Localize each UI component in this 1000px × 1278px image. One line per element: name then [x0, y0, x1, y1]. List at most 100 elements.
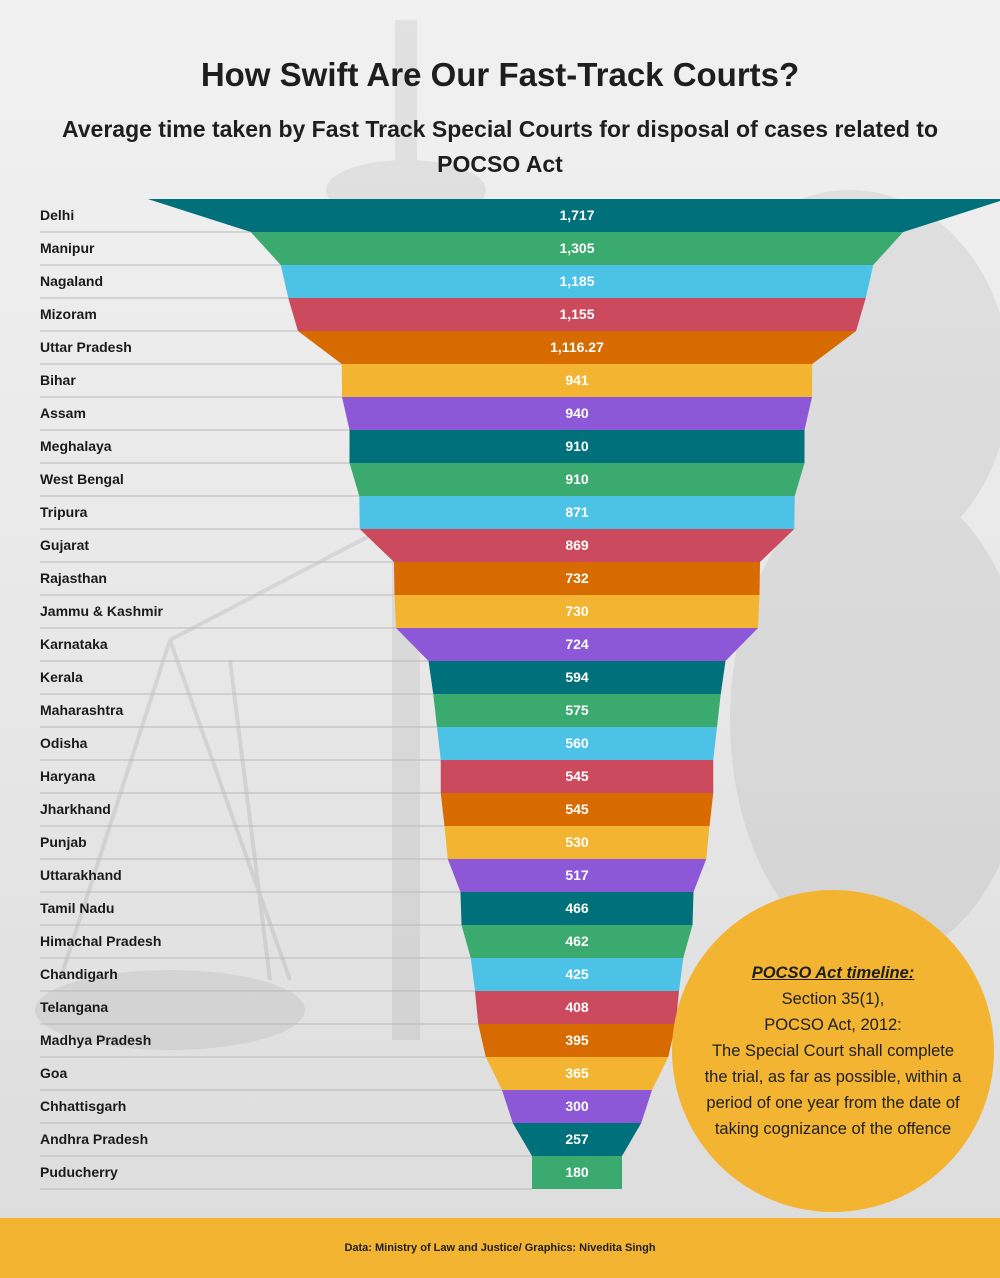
funnel-bar-10 [359, 496, 795, 529]
funnel-bar-15 [428, 661, 726, 694]
value-label: 730 [565, 603, 589, 619]
state-label: Bihar [40, 372, 76, 388]
state-label: Haryana [40, 768, 95, 784]
state-label: Rajasthan [40, 570, 107, 586]
state-label: Gujarat [40, 537, 89, 553]
state-label: Uttarakhand [40, 867, 122, 883]
funnel-bar-26 [478, 1024, 676, 1057]
funnel-bar-6 [341, 364, 813, 397]
state-label: Telangana [40, 999, 108, 1015]
state-label: Odisha [40, 735, 88, 751]
source-credit: Data: Ministry of Law and Justice/ Graph… [344, 1242, 656, 1254]
state-label: Himachal Pradesh [40, 933, 161, 949]
funnel-bar-2 [250, 232, 904, 265]
funnel-bar-12 [394, 562, 760, 595]
value-label: 365 [565, 1065, 589, 1081]
value-label: 180 [565, 1164, 589, 1180]
state-label: Maharashtra [40, 702, 123, 718]
state-label: Delhi [40, 207, 74, 223]
value-label: 530 [565, 834, 589, 850]
footer-bar: Data: Ministry of Law and Justice/ Graph… [0, 1218, 1000, 1278]
state-label: Puducherry [40, 1164, 118, 1180]
funnel-bar-21 [447, 859, 707, 892]
value-label: 941 [565, 372, 589, 388]
state-label: Chandigarh [40, 966, 118, 982]
funnel-bar-23 [461, 925, 693, 958]
value-label: 594 [565, 669, 589, 685]
value-label: 732 [565, 570, 589, 586]
funnel-bar-20 [444, 826, 710, 859]
state-label: Tripura [40, 504, 88, 520]
state-label: Kerala [40, 669, 83, 685]
pocso-timeline-callout: POCSO Act timeline: Section 35(1), POCSO… [672, 890, 994, 1212]
funnel-bar-24 [470, 958, 684, 991]
funnel-bar-3 [280, 265, 874, 298]
value-label: 408 [565, 999, 589, 1015]
funnel-bar-28 [502, 1090, 652, 1123]
value-label: 1,185 [559, 273, 594, 289]
state-label: Tamil Nadu [40, 900, 114, 916]
chart-title: How Swift Are Our Fast-Track Courts? [200, 56, 800, 93]
funnel-bar-22 [460, 892, 694, 925]
state-label: Jharkhand [40, 801, 111, 817]
funnel-bar-29 [512, 1123, 642, 1156]
value-label: 545 [565, 768, 589, 784]
callout-act: POCSO Act, 2012: [764, 1016, 902, 1034]
funnel-bar-19 [440, 793, 714, 826]
funnel-bar-18 [440, 760, 714, 793]
funnel-bar-4 [288, 298, 866, 331]
value-label: 517 [565, 867, 589, 883]
state-label: Meghalaya [40, 438, 112, 454]
value-label: 724 [565, 636, 589, 652]
callout-section: Section 35(1), [781, 990, 885, 1008]
funnel-bar-8 [349, 430, 805, 463]
funnel-bar-13 [394, 595, 760, 628]
value-label: 940 [565, 405, 589, 421]
value-label: 425 [565, 966, 589, 982]
funnel-bar-5 [297, 331, 857, 364]
state-label: Manipur [40, 240, 95, 256]
callout-body: The Special Court shall complete the tri… [704, 1042, 962, 1138]
state-label: Nagaland [40, 273, 103, 289]
value-label: 560 [565, 735, 589, 751]
value-label: 545 [565, 801, 589, 817]
state-label: Madhya Pradesh [40, 1032, 151, 1048]
value-label: 871 [565, 504, 589, 520]
value-label: 257 [565, 1131, 589, 1147]
value-label: 1,305 [559, 240, 594, 256]
funnel-bar-27 [485, 1057, 669, 1090]
value-label: 910 [565, 471, 589, 487]
value-label: 1,717 [559, 207, 594, 223]
funnel-bar-30 [532, 1156, 622, 1189]
value-label: 300 [565, 1098, 589, 1114]
state-label: Punjab [40, 834, 87, 850]
funnel-bar-11 [359, 529, 795, 562]
state-label: West Bengal [40, 471, 124, 487]
state-label: Goa [40, 1065, 67, 1081]
funnel-bar-16 [433, 694, 721, 727]
callout-heading: POCSO Act timeline: [751, 964, 915, 982]
state-label: Uttar Pradesh [40, 339, 132, 355]
funnel-bar-1 [147, 199, 1000, 232]
value-label: 466 [565, 900, 589, 916]
value-label: 1,155 [559, 306, 594, 322]
chart-subtitle: Average time taken by Fast Track Special… [61, 116, 939, 177]
value-label: 910 [565, 438, 589, 454]
funnel-bar-14 [396, 628, 758, 661]
state-label: Mizoram [40, 306, 97, 322]
state-label: Jammu & Kashmir [40, 603, 163, 619]
funnel-bar-25 [475, 991, 679, 1024]
value-label: 395 [565, 1032, 589, 1048]
state-label: Assam [40, 405, 86, 421]
funnel-bar-17 [437, 727, 717, 760]
state-label: Andhra Pradesh [40, 1131, 148, 1147]
value-label: 462 [565, 933, 589, 949]
funnel-bar-9 [349, 463, 805, 496]
value-label: 1,116.27 [550, 339, 604, 355]
funnel-bar-7 [342, 397, 812, 430]
value-label: 575 [565, 702, 589, 718]
value-label: 869 [565, 537, 589, 553]
state-label: Chhattisgarh [40, 1098, 126, 1114]
state-label: Karnataka [40, 636, 108, 652]
